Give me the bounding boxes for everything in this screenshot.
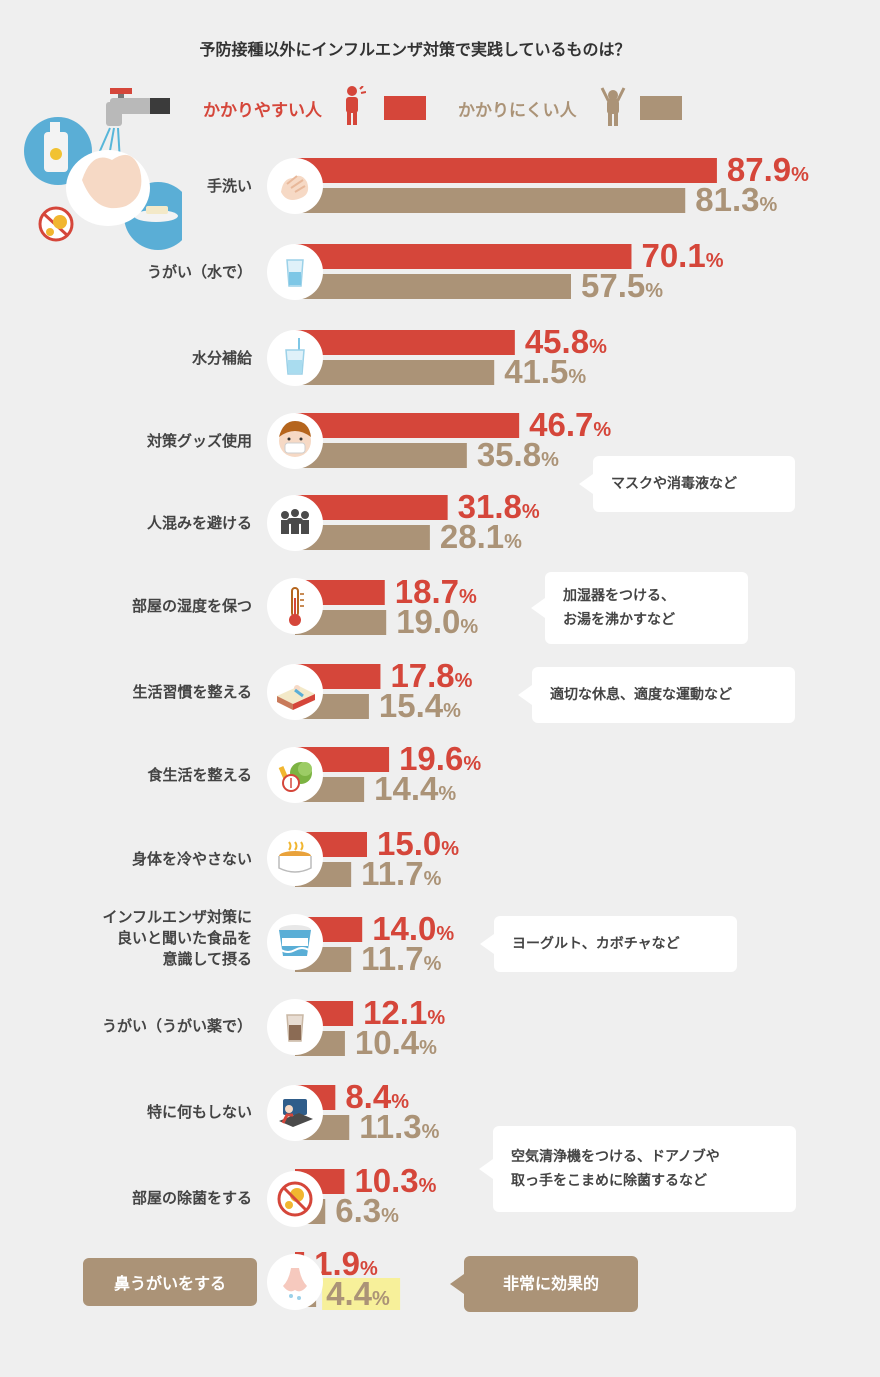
- soup-pot-icon: [267, 830, 323, 886]
- value-unit: %: [436, 923, 454, 945]
- value-unit: %: [522, 501, 540, 523]
- value-label: 14.4%: [374, 770, 456, 807]
- note-callout: マスクや消毒液など: [579, 456, 795, 512]
- chart-title: 予防接種以外にインフルエンザ対策で実践しているものは？: [199, 40, 631, 59]
- category-label: うがい（うがい薬で）: [101, 1017, 252, 1035]
- value-label: 46.7%: [529, 406, 611, 443]
- value-highlight: [322, 1278, 401, 1310]
- vegetables-icon: [267, 747, 323, 803]
- value-unit: %: [706, 250, 724, 272]
- value-unit: %: [424, 953, 442, 975]
- value-unit: %: [460, 616, 478, 638]
- bar-resistant: [295, 188, 686, 213]
- value-unit: %: [463, 753, 481, 775]
- value-unit: %: [419, 1037, 437, 1059]
- bar-resistant: [295, 443, 467, 468]
- value-unit: %: [645, 280, 663, 302]
- value-label: 35.8%: [477, 436, 559, 473]
- value-unit: %: [419, 1175, 437, 1197]
- category-label: 水分補給: [191, 349, 252, 367]
- crowd-icon: [267, 495, 323, 551]
- note-callout: 空気清浄機をつける、ドアノブや 取っ手をこまめに除菌するなど: [479, 1126, 796, 1212]
- legend-swatch-resistant: [640, 96, 682, 120]
- category-label: 人混みを避ける: [146, 514, 252, 532]
- note-callout: 適切な休息、適度な運動など: [518, 667, 795, 723]
- value-label: 18.7%: [395, 573, 477, 610]
- value-unit: %: [568, 366, 586, 388]
- bed-icon: [267, 664, 323, 720]
- value-unit: %: [593, 419, 611, 441]
- category-label: 対策グッズ使用: [146, 432, 252, 450]
- value-unit: %: [459, 586, 477, 608]
- value-label: 19.6%: [399, 740, 481, 777]
- value-unit: %: [441, 838, 459, 860]
- bar-susceptible: [295, 330, 515, 355]
- category-label: うがい（水で）: [146, 263, 252, 281]
- category-label: 生活習慣を整える: [132, 683, 252, 701]
- category-label: インフルエンザ対策に 良いと聞いた食品を 意識して摂る: [102, 908, 252, 968]
- legend-swatch-susceptible: [384, 96, 426, 120]
- category-label: 身体を冷やさない: [131, 850, 252, 868]
- category-label-highlight: 鼻うがいをする: [83, 1258, 257, 1306]
- value-unit: %: [759, 194, 777, 216]
- sleeping-person-icon: [267, 1085, 323, 1141]
- value-unit: %: [504, 531, 522, 553]
- value-label: 11.3%: [359, 1108, 439, 1145]
- category-label: 部屋の湿度を保つ: [131, 597, 252, 615]
- drink-cup-icon: [267, 330, 323, 386]
- legend-susceptible-label: かかりやすい人: [203, 101, 322, 121]
- value-unit: %: [443, 700, 461, 722]
- note-callout: ヨーグルト、カボチャなど: [480, 916, 737, 972]
- category-label: 食生活を整える: [147, 766, 252, 784]
- category-label: 部屋の除菌をする: [131, 1189, 252, 1207]
- thermometer-icon: [267, 578, 323, 634]
- value-unit: %: [381, 1205, 399, 1227]
- category-label: 手洗い: [206, 177, 252, 195]
- bar-susceptible: [295, 158, 717, 183]
- value-unit: %: [424, 868, 442, 890]
- value-unit: %: [589, 336, 607, 358]
- boy-mask-icon: [267, 413, 323, 469]
- nose-icon: [267, 1254, 323, 1310]
- value-unit: %: [427, 1007, 445, 1029]
- value-unit: %: [455, 670, 473, 692]
- value-unit: %: [438, 783, 456, 805]
- value-unit: %: [422, 1121, 440, 1143]
- faucet-illustration: [24, 88, 182, 250]
- value-unit: %: [391, 1091, 409, 1113]
- bar-resistant: [295, 360, 495, 385]
- person-icon: [346, 86, 366, 125]
- gargle-cup-icon: [267, 999, 323, 1055]
- value-unit: %: [541, 449, 559, 471]
- water-glass-icon: [267, 244, 323, 300]
- value-label: 70.1%: [641, 237, 723, 274]
- note-callout-highlight: 非常に効果的: [450, 1256, 638, 1312]
- yogurt-icon: [267, 914, 323, 970]
- person-icon: [600, 87, 626, 126]
- legend-resistant-label: かかりにくい人: [458, 101, 577, 121]
- value-label: 11.7%: [361, 855, 441, 892]
- bar-susceptible: [295, 244, 632, 269]
- no-virus-icon: [267, 1171, 323, 1227]
- category-label: 特に何もしない: [146, 1103, 252, 1121]
- value-label: 8.4%: [345, 1078, 409, 1115]
- value-label: 19.0%: [396, 603, 478, 640]
- value-unit: %: [360, 1258, 378, 1280]
- value-unit: %: [791, 164, 809, 186]
- note-callout: 加湿器をつける、 お湯を沸かすなど: [531, 572, 748, 644]
- bar-resistant: [295, 274, 571, 299]
- bar-susceptible: [295, 413, 520, 438]
- value-unit: %: [372, 1288, 390, 1310]
- hand-wash-icon: [267, 158, 323, 214]
